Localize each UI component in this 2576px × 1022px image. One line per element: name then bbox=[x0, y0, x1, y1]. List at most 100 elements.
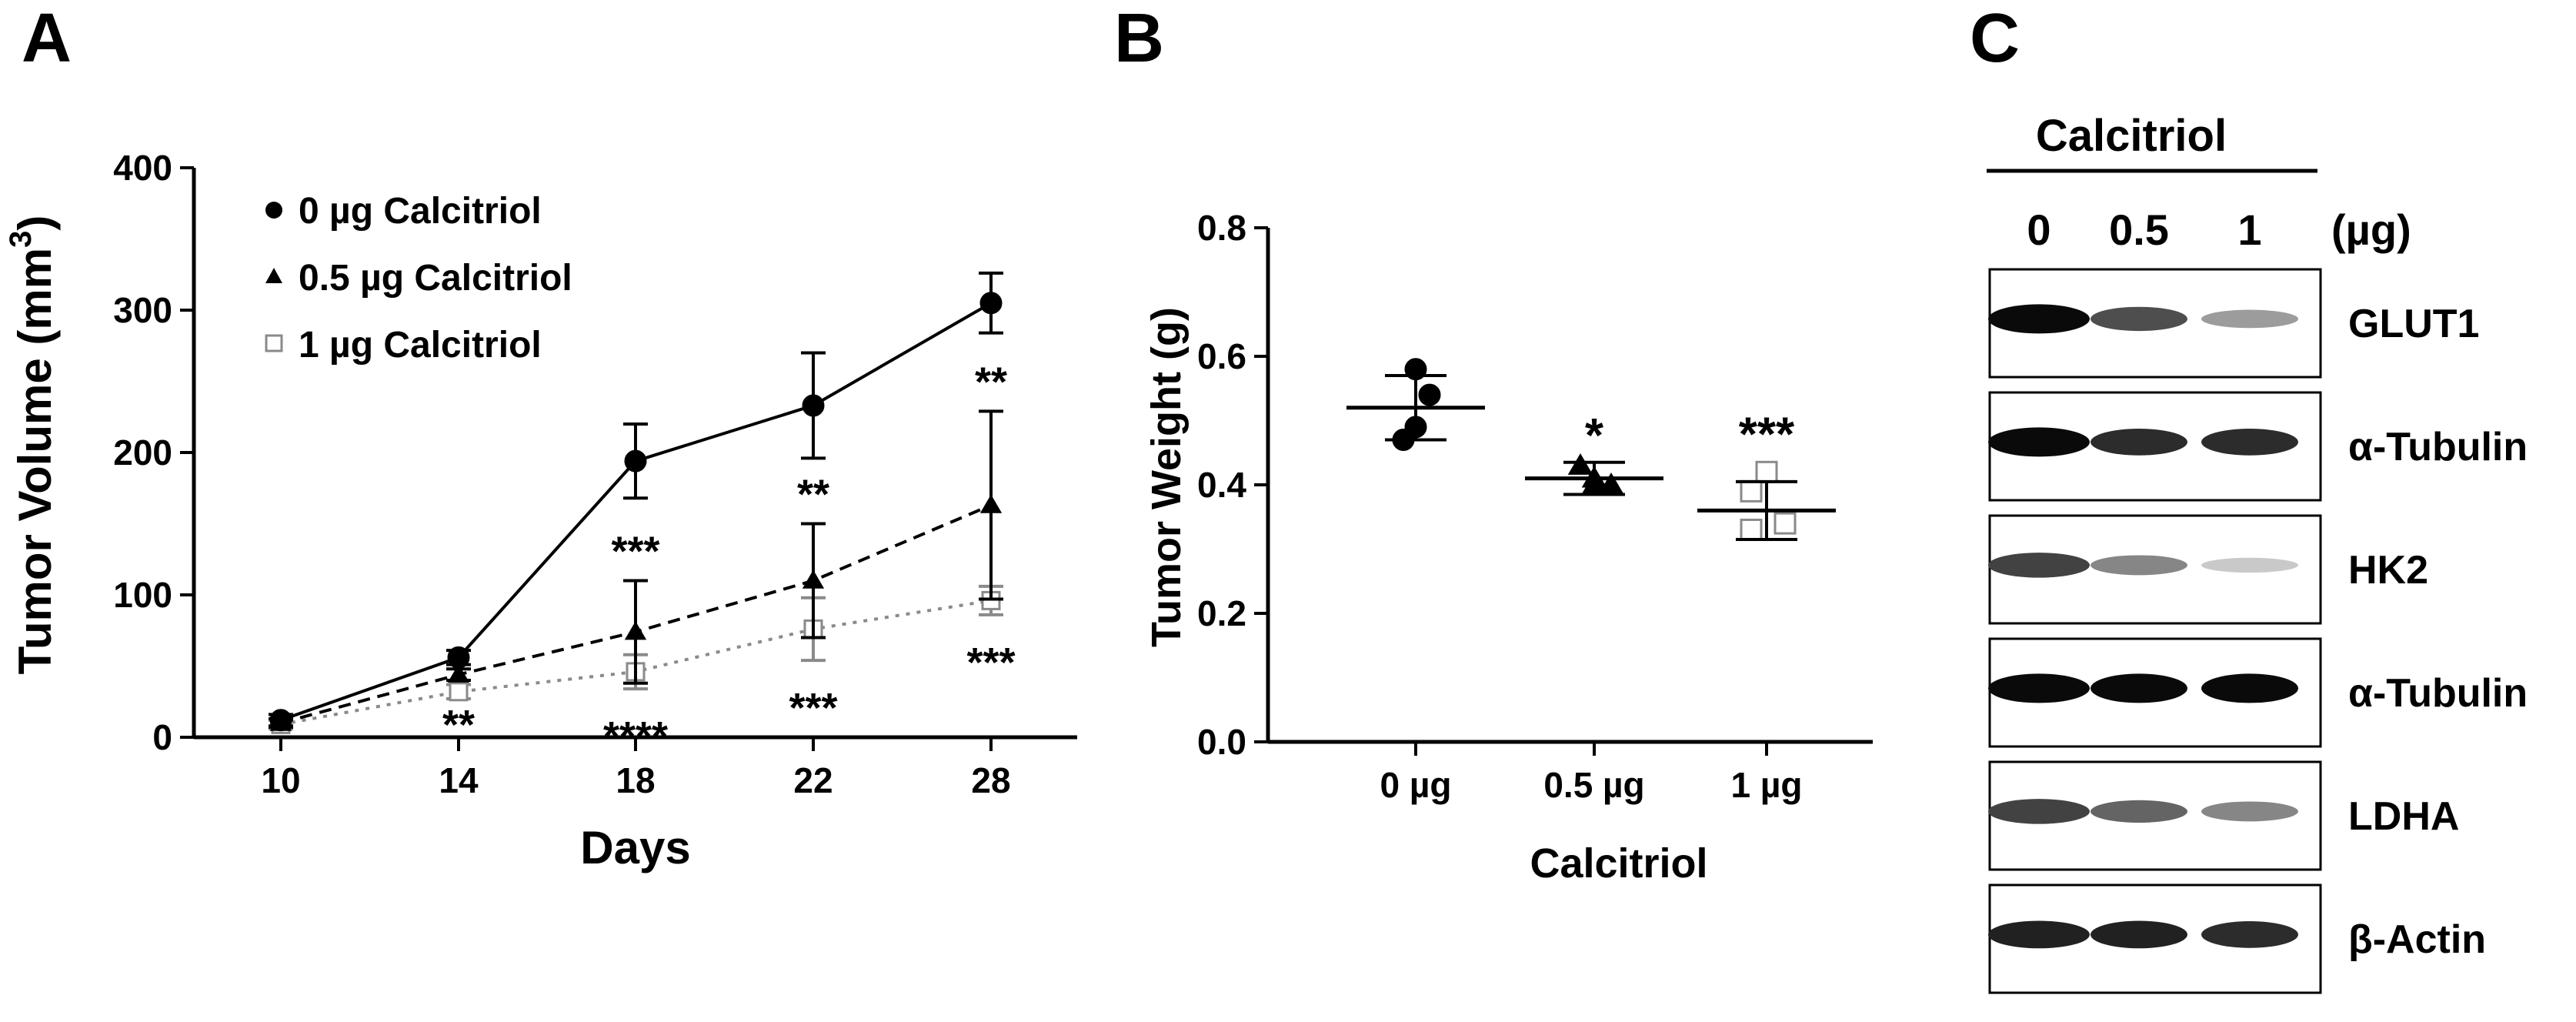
blot-band bbox=[2201, 309, 2298, 329]
legend-marker-square bbox=[265, 334, 283, 352]
wb-dose-1: 1 bbox=[2237, 205, 2261, 254]
blot-band bbox=[2090, 306, 2187, 332]
weight-x-axis-label: Calcitriol bbox=[1530, 840, 1707, 887]
blot-label: α-Tubulin bbox=[2348, 425, 2528, 469]
volume-x-tick-label: 22 bbox=[793, 760, 833, 800]
blot-band bbox=[1988, 799, 2090, 824]
series-0 bbox=[269, 271, 1003, 732]
significance-label: * bbox=[1585, 409, 1604, 463]
legend-label-0ug: 0 µg Calcitriol bbox=[299, 191, 542, 232]
blot-band bbox=[2090, 920, 2187, 949]
wb-dose-05: 0.5 bbox=[2109, 205, 2169, 254]
blot-row: β-Actin bbox=[1988, 883, 2486, 994]
weight-y-tick-label: 0.8 bbox=[1197, 208, 1246, 248]
weight-x-tick-label: 0 µg bbox=[1380, 765, 1452, 805]
panel-label-c: C bbox=[1970, 0, 2020, 77]
wb-blots: GLUT1 α-Tubulin HK2 α-Tubulin LDHA β-Actin bbox=[1988, 268, 2528, 994]
blot-label: β-Actin bbox=[2348, 917, 2486, 962]
blot-band bbox=[1988, 920, 2090, 949]
tumor-weight-chart: 0.00.20.40.60.8 0 µg 0.5 µg 1 µg * *** Tumo… bbox=[1143, 208, 1873, 887]
legend-marker-circle bbox=[265, 202, 282, 219]
blot-row: HK2 bbox=[1988, 514, 2428, 625]
weight-y-tick-label: 0.4 bbox=[1197, 465, 1246, 505]
data-point bbox=[624, 621, 647, 640]
blot-row: LDHA bbox=[1988, 760, 2459, 871]
data-point bbox=[447, 663, 470, 683]
blot-row: α-Tubulin bbox=[1988, 391, 2528, 502]
data-point bbox=[979, 494, 1003, 513]
significance-label: ** bbox=[975, 359, 1007, 405]
volume-y-tick-label: 400 bbox=[113, 148, 172, 188]
data-point bbox=[447, 646, 470, 669]
western-blot-panel: Calcitriol 0 0.5 1 (µg) GLUT1 α-Tubulin HK… bbox=[1987, 111, 2528, 994]
data-point bbox=[802, 394, 825, 417]
wb-dose-0: 0 bbox=[2027, 205, 2050, 254]
blot-band bbox=[1988, 304, 2090, 334]
volume-x-ticks: 10 14 18 22 28 bbox=[261, 737, 1011, 800]
data-point bbox=[269, 709, 292, 732]
blot-label: HK2 bbox=[2348, 548, 2428, 593]
data-point bbox=[1418, 383, 1441, 406]
data-point bbox=[1567, 453, 1593, 475]
wb-dose-unit: (µg) bbox=[2331, 205, 2411, 254]
blot-row: GLUT1 bbox=[1988, 268, 2479, 379]
significance-label: *** bbox=[789, 685, 837, 731]
volume-y-tick-label: 100 bbox=[113, 575, 172, 615]
blot-band bbox=[1988, 673, 2090, 703]
volume-y-tick-label: 200 bbox=[113, 433, 172, 473]
blot-band bbox=[2201, 801, 2298, 822]
data-point bbox=[802, 569, 825, 589]
wb-treatment-label: Calcitriol bbox=[2036, 111, 2227, 161]
data-point bbox=[624, 449, 647, 473]
data-point bbox=[1740, 518, 1763, 541]
significance-label: *** bbox=[1739, 408, 1795, 461]
group-2 bbox=[1697, 460, 1836, 541]
weight-significance: * *** bbox=[1585, 408, 1795, 462]
volume-legend: 0 µg Calcitriol 0.5 µg Calcitriol 1 µg C… bbox=[265, 191, 572, 366]
weight-y-tick-label: 0.6 bbox=[1197, 336, 1246, 376]
volume-y-ticks: 0 100 200 300 400 bbox=[113, 148, 194, 757]
group-1 bbox=[1525, 453, 1663, 496]
weight-y-tick-label: 0.2 bbox=[1197, 593, 1246, 633]
weight-axes bbox=[1266, 228, 1873, 744]
weight-y-axis-label: Tumor Weight (g) bbox=[1143, 307, 1190, 647]
blot-row: α-Tubulin bbox=[1988, 637, 2528, 748]
significance-label: *** bbox=[611, 529, 659, 575]
weight-y-ticks: 0.0 0.2 0.4 0.6 0.8 bbox=[1197, 208, 1268, 762]
volume-significance: ******************* bbox=[442, 359, 1016, 760]
volume-x-tick-label: 14 bbox=[439, 760, 479, 800]
data-point bbox=[979, 292, 1003, 315]
group-0 bbox=[1346, 358, 1485, 452]
data-point bbox=[1598, 473, 1624, 494]
blot-band bbox=[2201, 557, 2298, 573]
weight-x-ticks: 0 µg 0.5 µg 1 µg bbox=[1380, 742, 1803, 805]
panel-label-a: A bbox=[22, 0, 72, 77]
blot-band bbox=[2201, 429, 2298, 456]
significance-label: ** bbox=[797, 472, 829, 518]
data-point bbox=[1774, 512, 1797, 535]
data-point bbox=[449, 682, 469, 702]
legend-marker-triangle bbox=[265, 268, 282, 283]
blot-label: LDHA bbox=[2348, 794, 2459, 839]
significance-label: **** bbox=[603, 713, 668, 760]
significance-label: ** bbox=[442, 702, 475, 748]
legend-label-1ug: 1 µg Calcitriol bbox=[299, 325, 542, 366]
blot-label: GLUT1 bbox=[2348, 302, 2479, 346]
weight-x-tick-label: 1 µg bbox=[1731, 765, 1803, 805]
weight-groups bbox=[1346, 358, 1836, 541]
weight-y-tick-label: 0.0 bbox=[1197, 722, 1246, 762]
volume-x-tick-label: 18 bbox=[616, 760, 655, 800]
blot-band bbox=[2090, 429, 2187, 456]
data-point bbox=[1755, 460, 1778, 483]
blot-band bbox=[2201, 921, 2298, 948]
blot-band bbox=[2090, 555, 2187, 576]
volume-x-axis-label: Days bbox=[580, 822, 690, 873]
blot-band bbox=[1988, 553, 2090, 578]
volume-y-axis-label: Tumor Volume (mm3) bbox=[4, 215, 61, 675]
blot-label: α-Tubulin bbox=[2348, 671, 2528, 716]
volume-x-tick-label: 28 bbox=[971, 760, 1010, 800]
weight-x-tick-label: 0.5 µg bbox=[1543, 765, 1644, 805]
significance-label: *** bbox=[966, 640, 1015, 686]
